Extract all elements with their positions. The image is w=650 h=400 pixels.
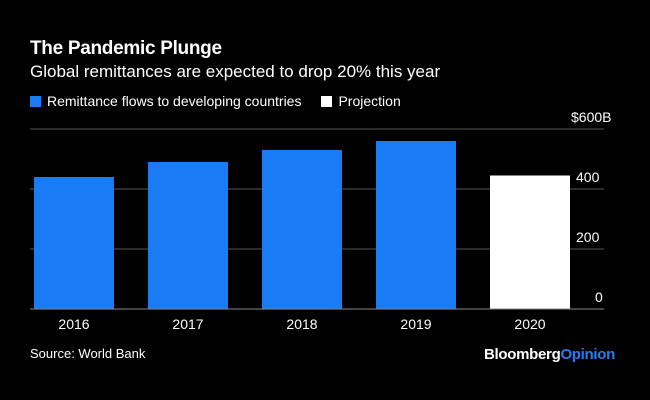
legend-label-projection: Projection	[338, 93, 401, 109]
chart-title: The Pandemic Plunge	[30, 38, 222, 59]
legend-item-remittance: Remittance flows to developing countries	[30, 93, 301, 109]
x-tick-label: 2018	[286, 316, 317, 332]
y-tick-label: 0	[595, 289, 603, 305]
legend: Remittance flows to developing countries…	[30, 93, 421, 109]
source-note: Source: World Bank	[30, 346, 146, 361]
chart-subtitle: Global remittances are expected to drop …	[30, 62, 441, 81]
bar-2018	[262, 150, 342, 309]
y-tick-label: 200	[576, 229, 600, 245]
bar-2019	[376, 141, 456, 309]
x-tick-label: 2019	[400, 316, 431, 332]
x-tick-label: 2020	[514, 316, 545, 332]
brand-opinion: Opinion	[560, 346, 615, 363]
legend-label-remittance: Remittance flows to developing countries	[47, 93, 302, 109]
brand-bloomberg: Bloomberg	[483, 346, 561, 363]
legend-swatch-projection	[321, 95, 333, 107]
bar-2017	[148, 162, 228, 309]
y-tick-label: $600B	[571, 109, 611, 125]
bar-2020	[490, 175, 570, 309]
y-tick-label: 400	[576, 169, 600, 185]
x-tick-label: 2016	[58, 316, 89, 332]
brand-logo: BloombergOpinion	[484, 346, 615, 363]
bar-2016	[34, 177, 114, 309]
legend-item-projection: Projection	[321, 93, 401, 109]
legend-swatch-remittance	[30, 95, 41, 107]
x-tick-label: 2017	[172, 316, 203, 332]
